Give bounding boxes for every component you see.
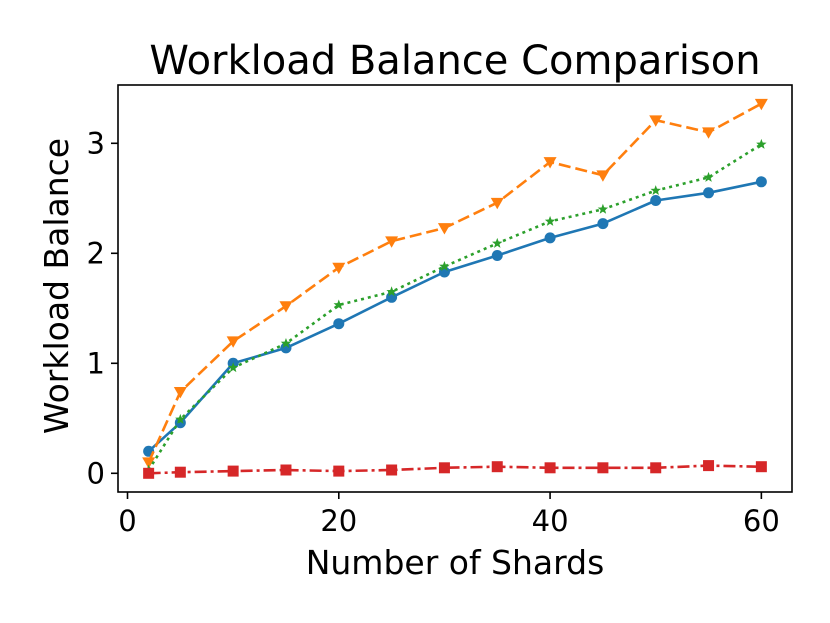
- y-tick-label-1: 1: [87, 346, 105, 380]
- series-4-point-1: [143, 467, 155, 479]
- series-4-point-9: [544, 462, 556, 474]
- series-2-point-4: [279, 301, 293, 313]
- series-3-point-8: [492, 237, 503, 248]
- y-tick-label-2: 2: [87, 236, 105, 270]
- series-4-point-4: [280, 464, 292, 476]
- y-tick-label-0: 0: [87, 456, 105, 490]
- series-4-point-6: [386, 464, 398, 476]
- series-3-point-9: [544, 215, 556, 226]
- series-3-line: [147, 143, 763, 471]
- series-2-point-1: [142, 457, 156, 469]
- x-tick-label-40: 40: [532, 504, 569, 538]
- series-2-point-3: [226, 336, 240, 348]
- series-3-point-5: [333, 299, 345, 310]
- series-1-point-4: [280, 342, 292, 354]
- series-4-point-2: [174, 466, 186, 478]
- series-2-point-12: [702, 127, 716, 139]
- series-2-point-6: [385, 236, 399, 248]
- series-1-point-9: [544, 232, 556, 244]
- series-4-point-12: [703, 460, 715, 472]
- series-2-point-8: [490, 197, 504, 210]
- series-3-point-11: [650, 185, 661, 196]
- series-4-point-7: [438, 462, 450, 474]
- series-1-point-11: [650, 195, 662, 206]
- series-3-point-4: [280, 338, 292, 348]
- y-axis-label: Workload Balance: [37, 138, 76, 434]
- series-1-point-10: [597, 218, 609, 230]
- series-1-point-2: [174, 417, 186, 429]
- plot-area: 0 20 40 60 0 1 2 3: [87, 84, 793, 538]
- x-tick-label-60: 60: [743, 504, 780, 538]
- series-3-point-3: [227, 362, 239, 373]
- series-2-point-5: [332, 262, 346, 275]
- y-tick-label-3: 3: [87, 126, 105, 160]
- series-3-point-2: [175, 413, 186, 424]
- series-1-point-8: [491, 250, 503, 261]
- series-2-point-7: [437, 223, 451, 235]
- series-4-point-3: [227, 465, 239, 477]
- x-axis-label: Number of Shards: [306, 543, 605, 582]
- series-3-point-12: [703, 171, 714, 182]
- chart-title: Workload Balance Comparison: [149, 38, 760, 84]
- series-4-point-13: [755, 461, 767, 473]
- series-1-point-13: [755, 176, 767, 188]
- plot-frame: [117, 84, 793, 493]
- series-2-point-11: [649, 115, 663, 127]
- series-2-point-2: [173, 387, 187, 399]
- series-2-point-13: [754, 98, 768, 111]
- series-3-point-10: [597, 203, 609, 214]
- series-4-point-10: [597, 462, 609, 474]
- x-tick-label-0: 0: [118, 504, 136, 538]
- series-3-point-13: [756, 138, 767, 149]
- series-4-point-5: [333, 465, 345, 477]
- series-1-point-12: [703, 187, 715, 199]
- series-2-point-9: [543, 157, 557, 169]
- x-tick-label-20: 20: [320, 504, 357, 538]
- series-1-point-5: [333, 318, 345, 330]
- series-4-point-11: [650, 462, 662, 474]
- series-3-point-6: [386, 286, 397, 297]
- series-4-point-8: [491, 461, 503, 473]
- series-1-line: [147, 180, 762, 453]
- series-2-line: [147, 102, 762, 463]
- series-2-point-10: [596, 170, 610, 182]
- series-3-point-7: [439, 261, 450, 271]
- series-4-line: [148, 464, 762, 475]
